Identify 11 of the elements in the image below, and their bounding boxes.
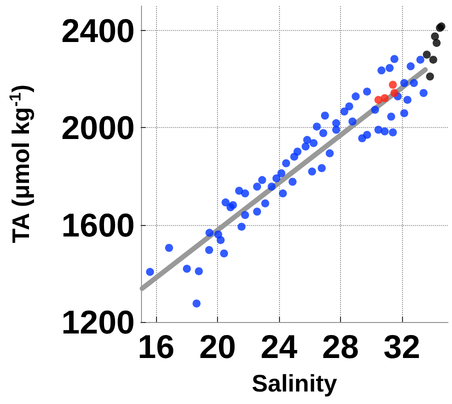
- x-tick-label: 32: [384, 328, 420, 365]
- y-tick-label: 2400: [61, 12, 135, 49]
- x-tick-label: 20: [199, 328, 236, 365]
- y-axis-title: TA (μmol kg-1): [8, 84, 35, 244]
- y-tick-label: 1200: [61, 304, 135, 340]
- y-tick-label: 2000: [61, 109, 135, 146]
- x-tick-label: 28: [322, 328, 359, 365]
- x-axis-title: Salinity: [252, 370, 338, 398]
- x-tick-label: 24: [260, 328, 298, 365]
- x-tick-label: 16: [138, 328, 175, 365]
- y-tick-label: 1600: [61, 206, 135, 244]
